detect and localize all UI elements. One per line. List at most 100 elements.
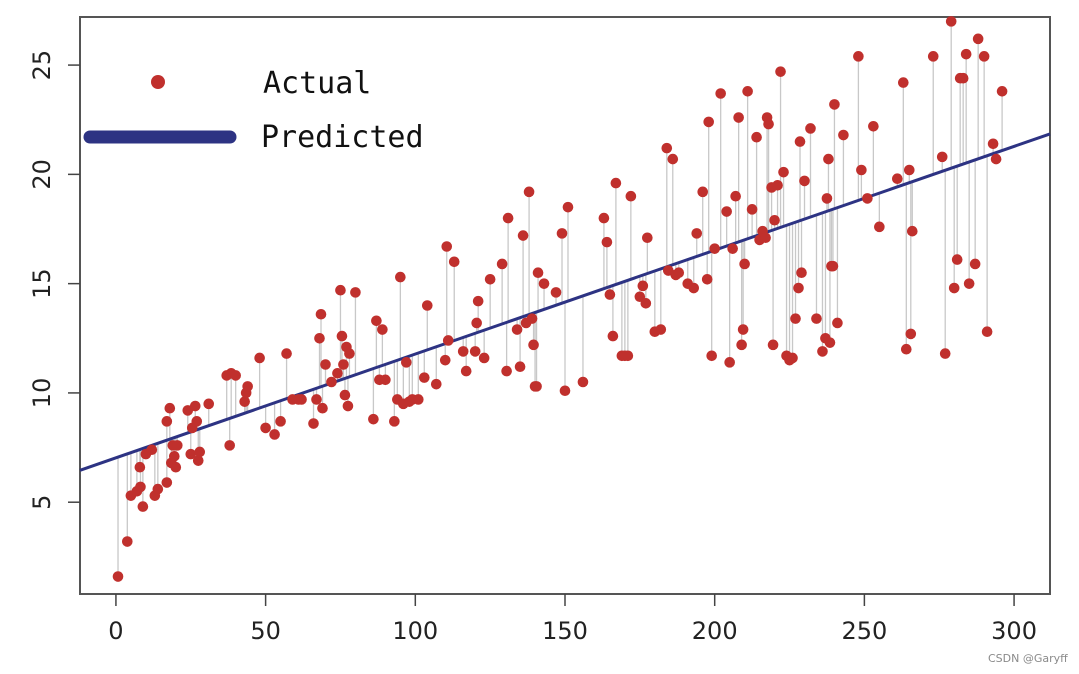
actual-point: [969, 258, 981, 270]
actual-point: [469, 346, 481, 357]
actual-point: [607, 330, 619, 342]
actual-point: [601, 236, 613, 248]
legend-actual-marker: [151, 75, 165, 89]
actual-point: [442, 335, 454, 346]
actual-point: [987, 138, 999, 150]
x-tick-label: 150: [542, 617, 588, 645]
actual-point: [703, 116, 715, 128]
actual-point: [478, 352, 490, 364]
actual-point: [395, 271, 406, 283]
x-tick-label: 200: [692, 617, 738, 645]
actual-point: [336, 330, 348, 342]
actual-point: [767, 339, 779, 351]
actual-point: [315, 308, 327, 320]
actual-point: [192, 455, 204, 466]
legend-actual-label: Actual: [263, 66, 371, 101]
actual-point: [171, 440, 183, 451]
actual-point: [350, 287, 361, 298]
actual-point: [439, 354, 451, 366]
actual-point: [981, 326, 993, 338]
actual-point: [239, 396, 250, 407]
actual-point: [152, 483, 164, 495]
actual-point: [936, 151, 948, 163]
actual-point: [556, 228, 568, 239]
actual-point: [448, 256, 460, 268]
actual-point: [457, 346, 469, 357]
actual-point: [817, 346, 828, 357]
y-tick-label: 25: [28, 50, 56, 81]
actual-point: [112, 571, 124, 582]
actual-point: [661, 142, 673, 154]
actual-point: [161, 477, 173, 488]
actual-point: [511, 324, 523, 335]
actual-point: [421, 300, 433, 311]
x-axis: 0 50 100 150 200 250 300: [108, 594, 1037, 645]
actual-point: [371, 315, 382, 327]
actual-point: [772, 179, 783, 191]
actual-point: [794, 136, 806, 147]
actual-point: [727, 243, 738, 254]
actual-point: [787, 352, 798, 364]
actual-point: [523, 186, 535, 198]
actual-point: [805, 123, 816, 134]
actual-point: [790, 313, 801, 324]
actual-point: [667, 153, 679, 165]
y-tick-label: 5: [28, 495, 56, 510]
actual-point: [996, 86, 1008, 97]
actual-point: [905, 328, 917, 340]
actual-point: [751, 131, 762, 143]
actual-point: [472, 295, 484, 307]
actual-point: [939, 348, 951, 359]
actual-point: [622, 350, 634, 362]
actual-point: [978, 51, 990, 62]
actual-point: [332, 367, 343, 379]
actual-point: [134, 461, 146, 473]
actual-point: [170, 461, 182, 473]
actual-point: [746, 204, 758, 215]
actual-point: [161, 416, 173, 427]
actual-point: [778, 166, 789, 178]
actual-point: [862, 193, 873, 204]
actual-point: [990, 153, 1002, 165]
actual-point: [948, 282, 960, 294]
actual-point: [960, 48, 972, 60]
actual-point: [413, 394, 424, 405]
legend: Actual Predicted: [83, 66, 424, 155]
actual-point: [906, 225, 918, 237]
actual-point: [368, 413, 379, 425]
actual-point: [338, 359, 349, 370]
actual-point: [688, 282, 700, 294]
actual-point: [838, 129, 849, 141]
actual-point: [122, 536, 133, 547]
actual-point: [903, 164, 915, 176]
actual-point: [401, 357, 412, 368]
actual-point: [460, 365, 472, 377]
actual-point: [230, 370, 241, 381]
actual-point: [832, 317, 843, 329]
actual-point: [823, 153, 834, 165]
actual-point: [856, 164, 867, 176]
actual-point: [853, 51, 864, 62]
predicted-line: [79, 132, 1051, 472]
actual-point: [898, 77, 909, 88]
actual-point: [203, 398, 215, 410]
actual-point: [742, 86, 753, 97]
actual-point: [951, 254, 963, 265]
actual-point: [760, 232, 771, 244]
actual-point: [963, 278, 975, 289]
data-points: [112, 16, 1008, 582]
x-tick-label: 50: [250, 617, 281, 645]
actual-point: [335, 284, 346, 296]
actual-point: [146, 444, 158, 456]
legend-predicted-label: Predicted: [261, 120, 424, 155]
actual-point: [389, 416, 400, 427]
actual-point: [811, 313, 822, 324]
actual-point: [715, 88, 726, 99]
actual-point: [724, 357, 735, 368]
y-tick-label: 10: [28, 378, 56, 409]
x-tick-label: 0: [108, 617, 123, 645]
actual-point: [706, 350, 717, 362]
actual-point: [691, 228, 703, 239]
actual-point: [342, 400, 354, 412]
actual-point: [501, 365, 512, 377]
